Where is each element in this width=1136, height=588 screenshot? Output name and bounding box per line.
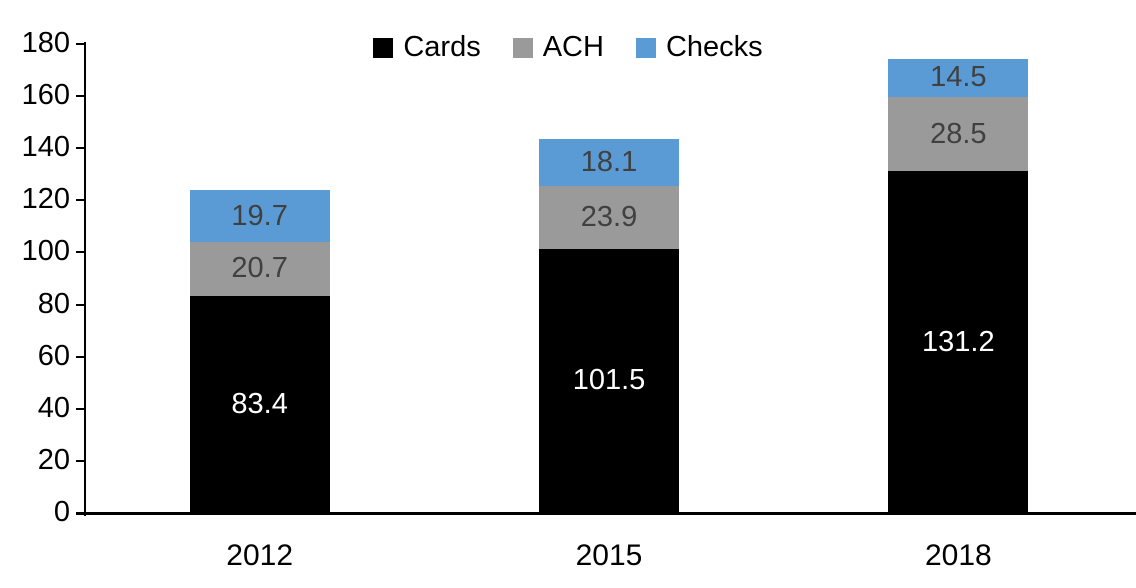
y-tick-label: 140 <box>21 131 70 164</box>
y-tick-mark <box>76 199 85 202</box>
legend-swatch-checks <box>635 37 656 58</box>
segment-ach-2015: 23.9 <box>539 186 679 249</box>
x-axis-label-2018: 2018 <box>924 539 992 572</box>
y-tick-label: 160 <box>21 79 70 112</box>
y-tick-label: 120 <box>21 183 70 216</box>
y-tick-mark <box>76 251 85 254</box>
segment-checks-2015: 18.1 <box>539 139 679 187</box>
legend-swatch-cards <box>373 37 394 58</box>
y-tick-label: 60 <box>37 339 70 372</box>
y-tick-mark <box>76 147 85 150</box>
legend-item-cards: Cards <box>373 31 481 63</box>
y-tick-mark <box>76 407 85 410</box>
legend-swatch-ach <box>512 37 533 58</box>
y-axis-line <box>84 42 86 516</box>
segment-value-label: 18.1 <box>580 146 638 179</box>
y-tick-mark <box>76 512 85 514</box>
segment-cards-2018: 131.2 <box>888 171 1029 513</box>
y-tick-mark <box>76 43 85 45</box>
segment-value-label: 131.2 <box>922 325 995 358</box>
y-tick-label: 80 <box>37 287 70 320</box>
segment-ach-2018: 28.5 <box>888 96 1029 172</box>
segment-ach-2012: 20.7 <box>189 241 330 296</box>
segment-cards-2015: 101.5 <box>539 248 679 513</box>
segment-checks-2018: 14.5 <box>888 59 1029 97</box>
x-axis-label-2015: 2015 <box>575 539 643 572</box>
y-tick-mark <box>76 355 85 358</box>
segment-value-label: 101.5 <box>572 364 646 397</box>
x-axis-line <box>76 512 1136 515</box>
segment-checks-2012: 19.7 <box>189 190 330 242</box>
y-tick-label: 100 <box>21 235 70 268</box>
y-tick-mark <box>76 95 85 98</box>
legend-label: ACH <box>542 31 604 63</box>
y-tick-mark <box>76 459 85 462</box>
y-tick-label: 40 <box>37 391 70 424</box>
segment-value-label: 28.5 <box>930 117 987 150</box>
y-tick-label: 0 <box>53 496 70 528</box>
legend-item-ach: ACH <box>512 31 604 63</box>
x-axis-label-2012: 2012 <box>226 539 294 572</box>
legend: Cards ACH Checks <box>0 33 1136 62</box>
y-tick-label: 20 <box>37 443 70 476</box>
segment-value-label: 23.9 <box>580 200 638 233</box>
y-tick-mark <box>76 303 85 306</box>
segment-value-label: 14.5 <box>930 61 987 94</box>
legend-item-checks: Checks <box>635 31 763 63</box>
segment-cards-2012: 83.4 <box>189 295 330 513</box>
legend-label: Checks <box>665 31 763 63</box>
y-tick-label: 180 <box>21 27 70 59</box>
segment-value-label: 20.7 <box>231 252 288 285</box>
segment-value-label: 83.4 <box>231 387 288 420</box>
legend-label: Cards <box>403 31 481 63</box>
segment-value-label: 19.7 <box>231 199 288 232</box>
